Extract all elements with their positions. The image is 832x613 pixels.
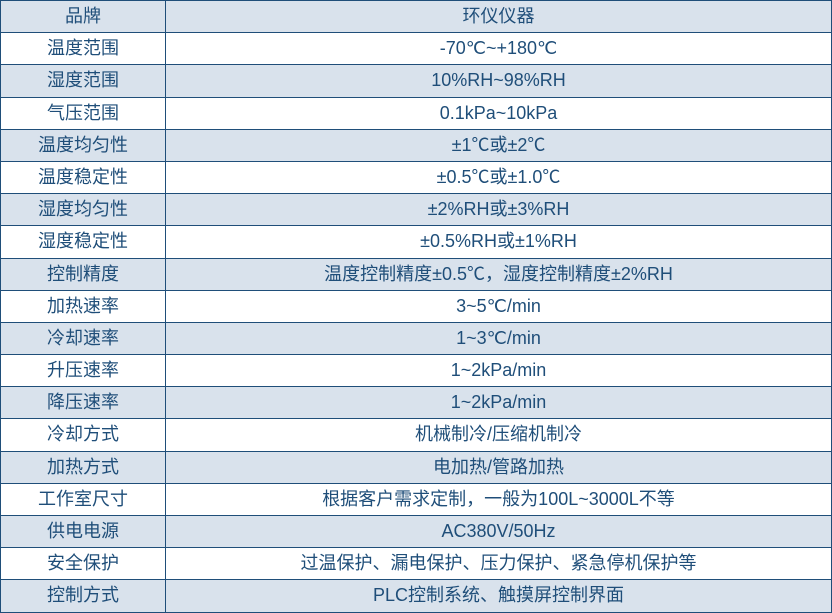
spec-label: 冷却速率 (1, 322, 166, 354)
spec-label: 降压速率 (1, 387, 166, 419)
spec-label: 品牌 (1, 1, 166, 33)
spec-value: 电加热/管路加热 (166, 451, 832, 483)
spec-label: 温度均匀性 (1, 129, 166, 161)
spec-value: -70℃~+180℃ (166, 33, 832, 65)
spec-value: 根据客户需求定制，一般为100L~3000L不等 (166, 483, 832, 515)
table-row: 加热方式电加热/管路加热 (1, 451, 832, 483)
spec-label: 工作室尺寸 (1, 483, 166, 515)
table-row: 湿度均匀性±2%RH或±3%RH (1, 194, 832, 226)
spec-table-body: 品牌环仪仪器温度范围-70℃~+180℃湿度范围10%RH~98%RH气压范围0… (1, 1, 832, 613)
spec-value: 10%RH~98%RH (166, 65, 832, 97)
spec-value: ±1℃或±2℃ (166, 129, 832, 161)
spec-label: 供电电源 (1, 516, 166, 548)
table-row: 温度范围-70℃~+180℃ (1, 33, 832, 65)
table-row: 冷却方式机械制冷/压缩机制冷 (1, 419, 832, 451)
table-row: 安全保护过温保护、漏电保护、压力保护、紧急停机保护等 (1, 548, 832, 580)
spec-value: PLC控制系统、触摸屏控制界面 (166, 580, 832, 612)
table-row: 湿度范围10%RH~98%RH (1, 65, 832, 97)
spec-value: AC380V/50Hz (166, 516, 832, 548)
spec-label: 控制方式 (1, 580, 166, 612)
spec-label: 温度稳定性 (1, 161, 166, 193)
spec-label: 冷却方式 (1, 419, 166, 451)
spec-label: 控制精度 (1, 258, 166, 290)
spec-label: 安全保护 (1, 548, 166, 580)
spec-label: 加热方式 (1, 451, 166, 483)
table-row: 降压速率1~2kPa/min (1, 387, 832, 419)
spec-label: 气压范围 (1, 97, 166, 129)
table-row: 控制方式PLC控制系统、触摸屏控制界面 (1, 580, 832, 612)
spec-value: ±0.5%RH或±1%RH (166, 226, 832, 258)
table-row: 升压速率1~2kPa/min (1, 355, 832, 387)
table-row: 湿度稳定性±0.5%RH或±1%RH (1, 226, 832, 258)
spec-value: 1~3℃/min (166, 322, 832, 354)
spec-value: 1~2kPa/min (166, 387, 832, 419)
spec-value: ±2%RH或±3%RH (166, 194, 832, 226)
spec-table-container: 品牌环仪仪器温度范围-70℃~+180℃湿度范围10%RH~98%RH气压范围0… (0, 0, 832, 613)
spec-value: 机械制冷/压缩机制冷 (166, 419, 832, 451)
spec-label: 加热速率 (1, 290, 166, 322)
spec-label: 湿度范围 (1, 65, 166, 97)
table-row: 温度稳定性±0.5℃或±1.0℃ (1, 161, 832, 193)
spec-value: 0.1kPa~10kPa (166, 97, 832, 129)
spec-value: ±0.5℃或±1.0℃ (166, 161, 832, 193)
table-row: 温度均匀性±1℃或±2℃ (1, 129, 832, 161)
table-row: 冷却速率1~3℃/min (1, 322, 832, 354)
spec-value: 1~2kPa/min (166, 355, 832, 387)
spec-label: 湿度均匀性 (1, 194, 166, 226)
spec-label: 湿度稳定性 (1, 226, 166, 258)
table-row: 供电电源AC380V/50Hz (1, 516, 832, 548)
table-row: 气压范围0.1kPa~10kPa (1, 97, 832, 129)
spec-value: 环仪仪器 (166, 1, 832, 33)
spec-table: 品牌环仪仪器温度范围-70℃~+180℃湿度范围10%RH~98%RH气压范围0… (0, 0, 832, 613)
spec-label: 温度范围 (1, 33, 166, 65)
table-row: 加热速率3~5℃/min (1, 290, 832, 322)
table-row: 品牌环仪仪器 (1, 1, 832, 33)
spec-label: 升压速率 (1, 355, 166, 387)
spec-value: 温度控制精度±0.5℃，湿度控制精度±2%RH (166, 258, 832, 290)
table-row: 控制精度温度控制精度±0.5℃，湿度控制精度±2%RH (1, 258, 832, 290)
spec-value: 3~5℃/min (166, 290, 832, 322)
spec-value: 过温保护、漏电保护、压力保护、紧急停机保护等 (166, 548, 832, 580)
table-row: 工作室尺寸根据客户需求定制，一般为100L~3000L不等 (1, 483, 832, 515)
